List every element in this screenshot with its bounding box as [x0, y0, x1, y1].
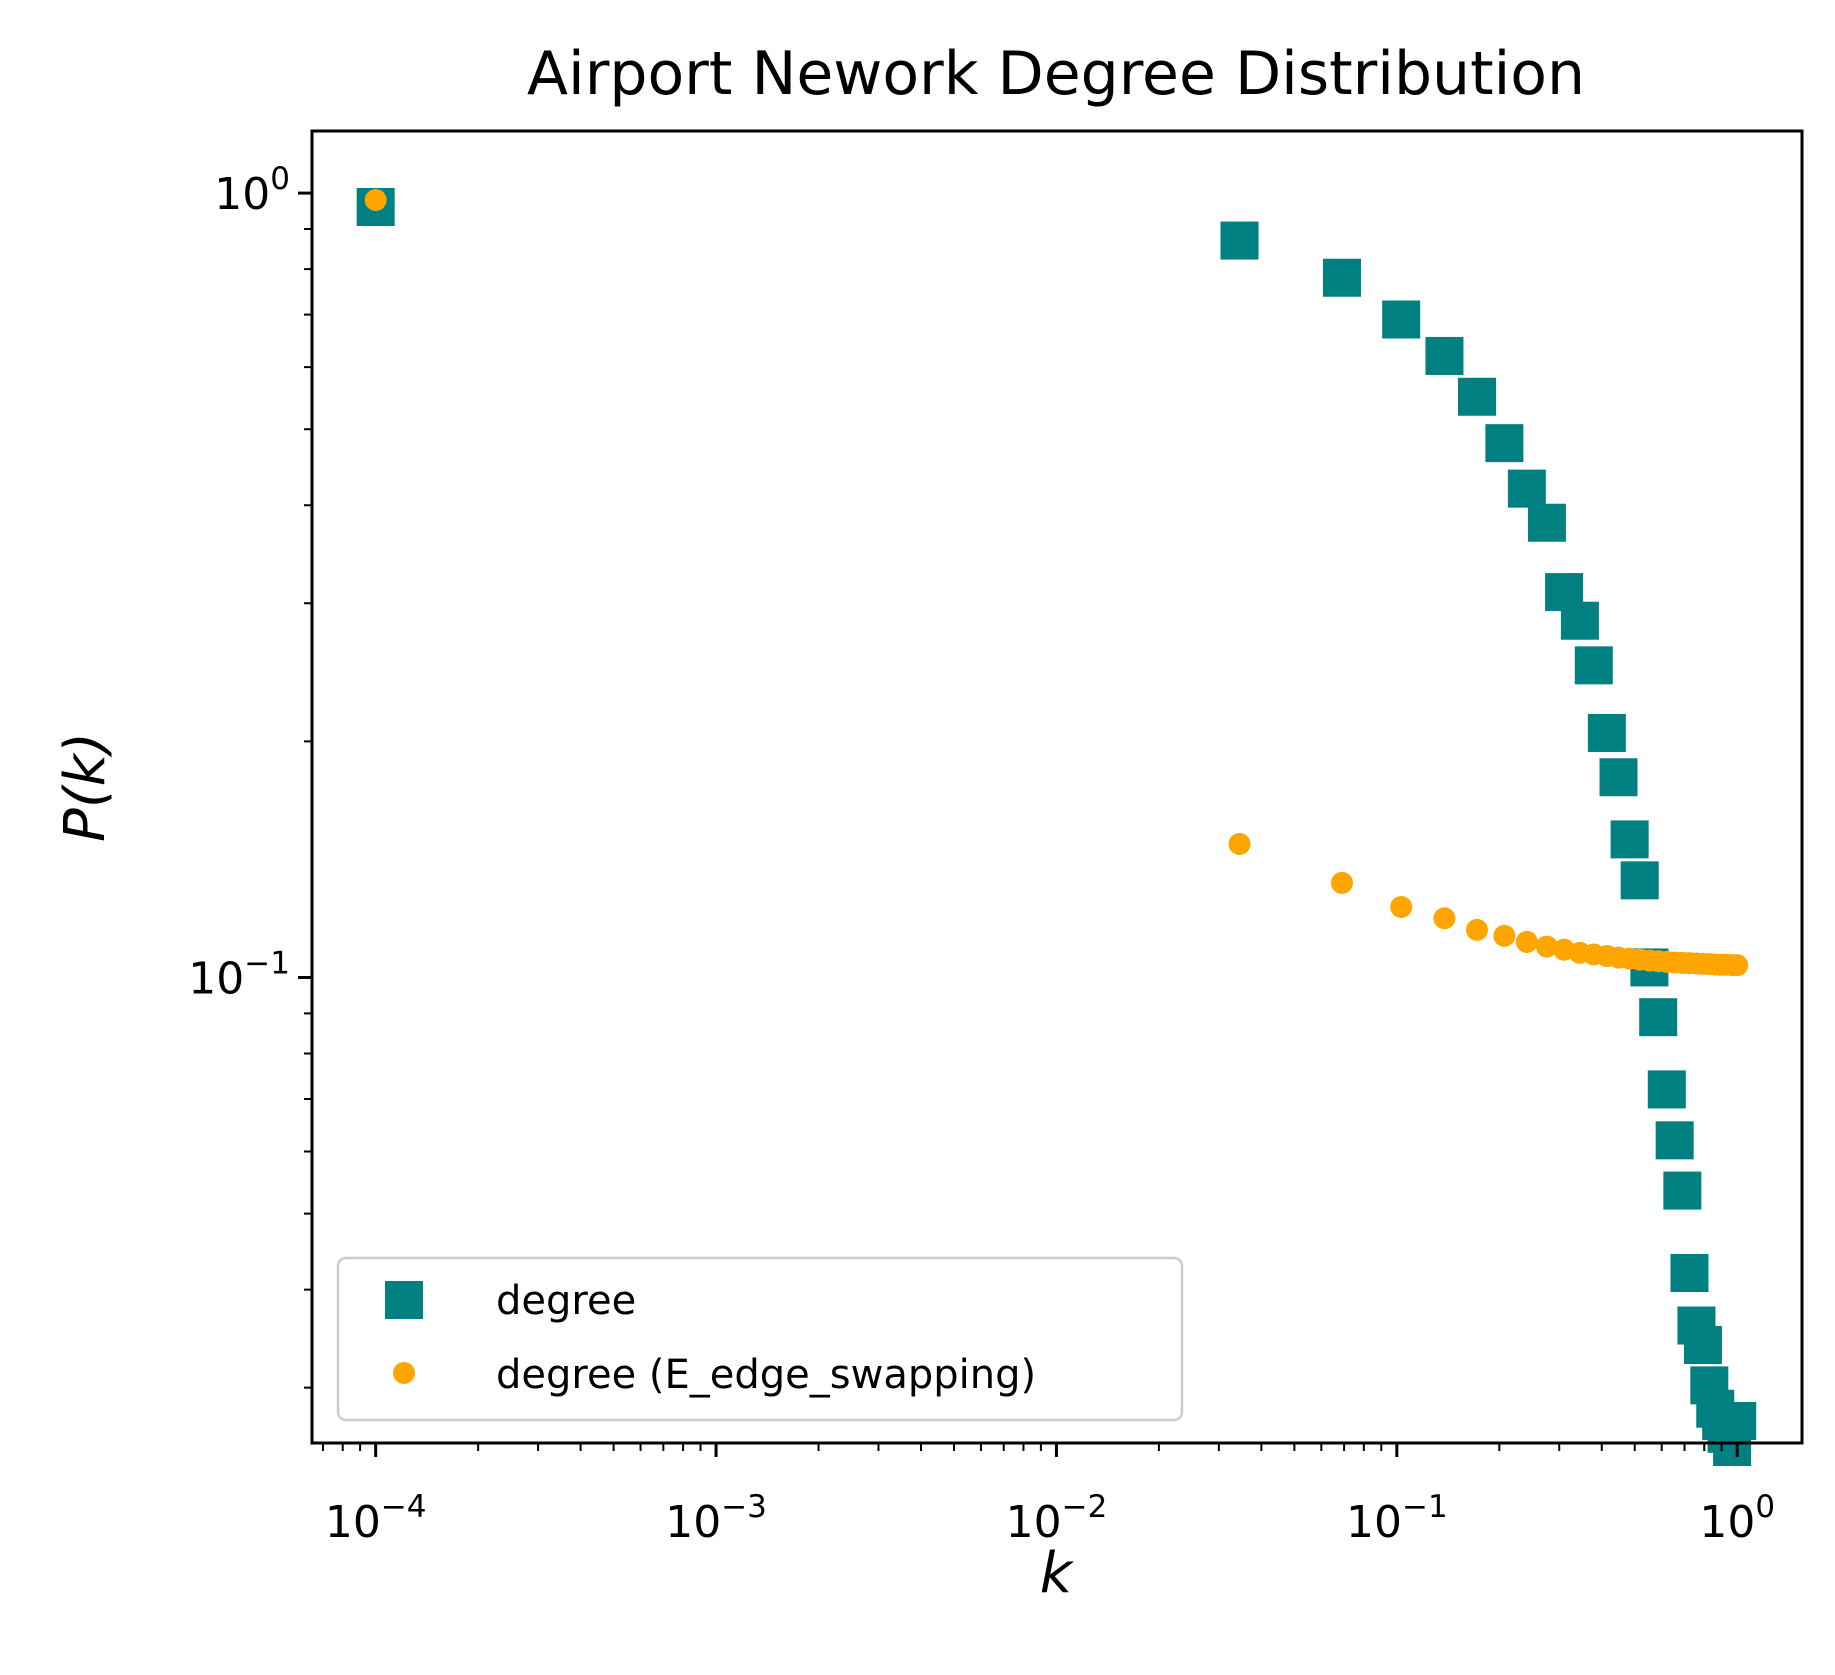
edge-swapping-point [1515, 930, 1538, 953]
degree-point [1507, 469, 1546, 508]
legend-marker-degree [385, 1281, 423, 1319]
y-tick-label: 10−1 [188, 945, 290, 1004]
degree-point [1647, 1070, 1686, 1109]
edge-swapping-point [1390, 895, 1413, 918]
axes-frame [310, 129, 1804, 1445]
x-tick-label: 10−2 [1006, 1489, 1108, 1548]
x-axis-label: k [1040, 1541, 1075, 1606]
edge-swapping-point [1535, 935, 1558, 958]
degree-point [1610, 820, 1649, 859]
degree-point [1599, 758, 1638, 797]
degree-point [1382, 300, 1421, 339]
degree-point [1655, 1121, 1694, 1160]
legend-frame [336, 1256, 1184, 1422]
degree-point [1458, 377, 1497, 416]
series-edge-swapping [364, 188, 1749, 977]
y-tick-label: 100 [214, 161, 290, 220]
series-degree [356, 188, 1757, 1467]
degree-point [1425, 336, 1464, 375]
plot-area [356, 188, 1757, 1467]
edge-swapping-point [1330, 871, 1353, 894]
degree-point [1574, 646, 1613, 685]
chart-title: Airport Nework Degree Distribution [527, 39, 1585, 109]
degree-point [1718, 1402, 1757, 1441]
y-axis-label: P(k) [53, 732, 118, 842]
edge-swapping-point [364, 188, 387, 211]
degree-point [1683, 1325, 1722, 1364]
degree-point [1663, 1171, 1702, 1210]
edge-swapping-point [1433, 907, 1456, 930]
degree-point [1620, 861, 1659, 900]
legend-label-edge-swapping: degree (E_edge_swapping) [496, 1352, 1036, 1398]
degree-point [1527, 503, 1566, 542]
degree-point [1670, 1254, 1709, 1293]
degree-point [1587, 713, 1626, 752]
legend-label-degree: degree [496, 1278, 636, 1324]
degree-point [1485, 424, 1524, 463]
legend-marker-edge-swapping [393, 1362, 415, 1384]
x-tick-label: 10−3 [665, 1489, 767, 1548]
x-tick-label: 10−4 [325, 1489, 427, 1548]
x-tick-label: 10−1 [1346, 1489, 1448, 1548]
degree-point [1220, 221, 1259, 260]
x-tick-label: 100 [1699, 1489, 1775, 1548]
degree-point [1639, 998, 1678, 1037]
edge-swapping-point [1493, 924, 1516, 947]
edge-swapping-point [1228, 832, 1251, 855]
edge-swapping-point [1466, 918, 1489, 941]
edge-swapping-point [1726, 954, 1749, 977]
axes-ticks: 10−4 10−3 10−2 10−1 100 10−1 100 [188, 161, 1775, 1548]
degree-point [1322, 258, 1361, 297]
degree-point [1560, 601, 1599, 640]
legend: degree degree (E_edge_swapping) [336, 1256, 1184, 1422]
